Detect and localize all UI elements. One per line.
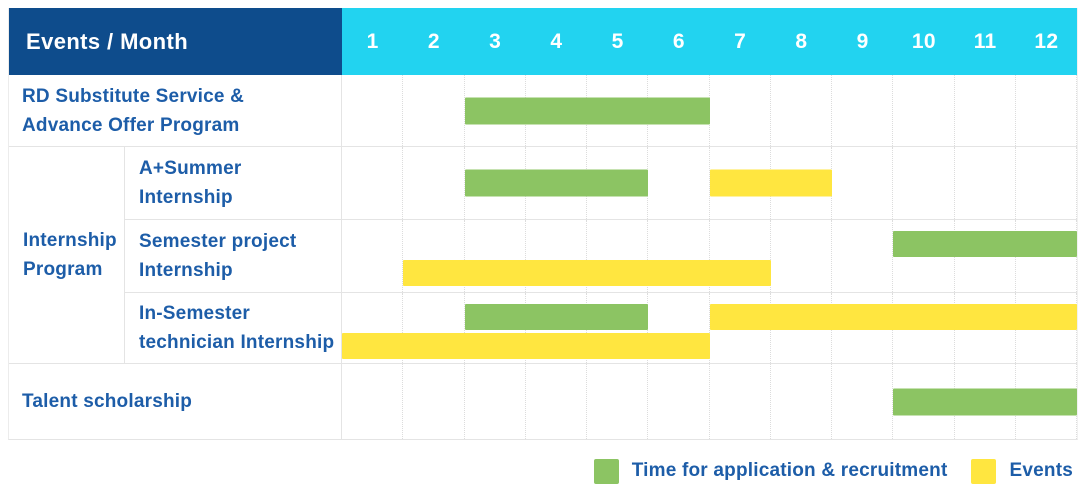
month-grid-cell [893,147,955,219]
recruitment-bar [464,304,649,330]
month-grid-cell [648,147,710,219]
chart-row-in-semester-technician [342,293,1077,364]
row-label-line: Internship [139,187,233,208]
event-bar [403,260,771,286]
month-grid-cell [403,293,465,363]
month-grid-cell [526,364,587,439]
event-bar [709,169,832,197]
month-label: 9 [856,29,869,53]
group-label-line: Internship [23,230,117,251]
recruitment-bar [464,169,649,197]
month-grid-cell [832,147,894,219]
month-header-row: 1 2 3 4 5 6 7 8 9 10 11 12 [342,8,1077,75]
recruitment-swatch-icon [593,458,619,484]
month-label: 1 [366,29,379,53]
row-group-internship-program: Internship Program [9,147,125,364]
legend-item-recruitment: Time for application & recruitment [593,458,948,484]
month-grid-cell [648,364,710,439]
recruitment-bar [893,231,1077,257]
month-grid-cell [587,220,649,292]
month-grid-cell [771,220,832,292]
row-label-line: Semester project [139,231,297,252]
month-grid-cell [771,75,832,146]
month-grid-cell [648,293,710,363]
chart-row-semester-project [342,220,1077,293]
month-grid-cell [403,147,465,219]
month-grid-cell [771,364,832,439]
month-grid-cell [342,75,404,146]
row-label-line: Internship [139,260,233,281]
month-grid-cell [342,147,404,219]
month-grid-cell [832,364,894,439]
month-grid-cell [710,75,771,146]
month-grid-cell [342,293,404,363]
month-grid-cell [1016,147,1077,219]
month-label: 6 [672,29,685,53]
schedule-table: Events / Month 1 2 3 4 5 6 7 8 9 10 11 12 RD Substi… [8,8,1078,440]
row-label-in-semester-technician: In-Semester technician Internship [125,293,342,364]
month-grid-cell [587,364,649,439]
month-grid-cell [832,75,894,146]
month-grid-cell [342,364,404,439]
month-grid-cell [955,75,1016,146]
legend: Time for application & recruitment Event… [0,454,1073,488]
chart-row-talent-scholarship [342,364,1077,440]
month-grid-cell [526,220,587,292]
header-title: Events / Month [26,28,189,54]
chart-row-a-plus-summer [342,147,1077,220]
month-label: 12 [1034,29,1059,53]
month-label: 11 [973,29,997,53]
recruitment-bar [893,388,1077,415]
month-label: 4 [550,29,563,53]
month-grid-cell [465,220,526,292]
legend-item-events: Events [971,458,1073,484]
month-grid-cell [403,75,465,146]
month-grid-cell [710,364,771,439]
events-swatch-icon [971,458,997,484]
month-grid-cell [710,220,771,292]
legend-label-events: Events [1009,460,1073,481]
month-grid-cell [403,364,465,439]
month-label: 2 [427,29,440,53]
recruitment-bar [464,97,710,124]
group-label-line: Program [23,259,103,280]
row-label-line: technician Internship [139,332,335,353]
month-grid-cell [342,220,404,292]
month-label: 10 [911,29,936,53]
row-label-line: A+Summer [139,158,242,179]
legend-label-recruitment: Time for application & recruitment [631,460,948,481]
month-grid-cell [1016,75,1077,146]
month-label: 3 [489,29,502,53]
chart-row-rd-substitute [342,75,1077,147]
event-bar [709,304,1077,330]
row-label-line: In-Semester [139,303,250,324]
row-label-line: Talent scholarship [22,391,193,412]
row-label-talent-scholarship: Talent scholarship [9,364,342,440]
row-label-line: RD Substitute Service & [22,85,245,107]
row-label-line: Advance Offer Program [22,114,240,136]
month-grid-cell [403,220,465,292]
month-label: 7 [734,29,747,53]
month-grid-cell [893,75,955,146]
row-label-rd-substitute: RD Substitute Service & Advance Offer Pr… [9,75,342,147]
row-label-a-plus-summer: A+Summer Internship [125,147,342,220]
month-grid-cell [955,147,1016,219]
header-events-month-cell: Events / Month [9,8,342,75]
month-grid-cell [832,220,894,292]
month-grid-cell [465,364,526,439]
event-bar [342,333,710,359]
month-label: 5 [611,29,624,53]
row-label-semester-project: Semester project Internship [125,220,342,293]
month-label: 8 [795,29,808,53]
month-grid-cell [648,220,710,292]
